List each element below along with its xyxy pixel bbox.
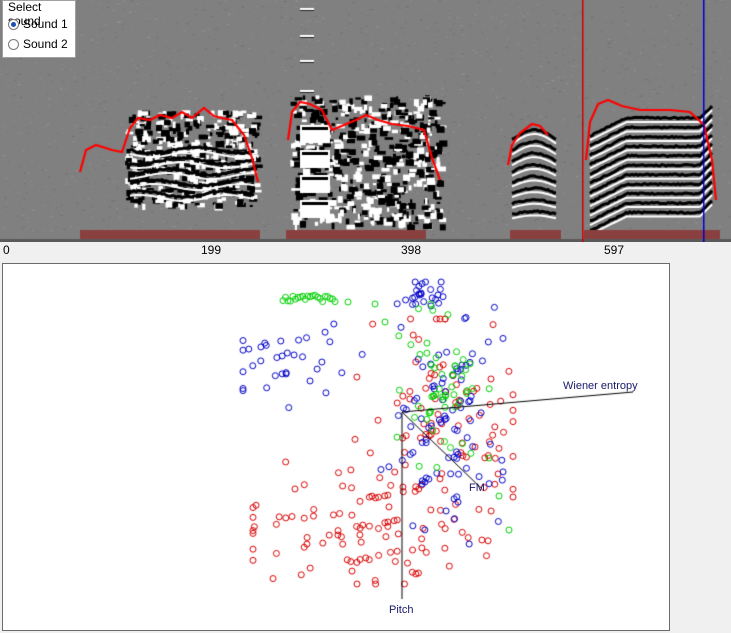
sound-selector: Select sound Sound 1 Sound 2: [2, 0, 76, 58]
feature-scatter-plot[interactable]: [3, 264, 669, 630]
pitch-axis-label: Pitch: [389, 604, 414, 616]
feature-scatter-panel[interactable]: Wiener entropy FM Pitch: [2, 263, 670, 631]
time-axis: 0 199 398 597: [0, 242, 731, 262]
spectrogram[interactable]: [0, 0, 731, 242]
sound-2-label: Sound 2: [23, 37, 68, 51]
sound-1-label: Sound 1: [23, 17, 68, 31]
time-tick: 199: [201, 243, 222, 257]
sound-selector-title: Select sound: [8, 0, 42, 28]
time-tick: 597: [604, 243, 625, 257]
fm-axis-label: FM: [469, 482, 485, 494]
sound-2-radio[interactable]: [8, 38, 19, 50]
sound-1-radio[interactable]: [8, 18, 19, 30]
sound-1-option[interactable]: Sound 1: [8, 16, 68, 32]
sound-2-option[interactable]: Sound 2: [8, 36, 68, 52]
time-tick: 398: [401, 243, 422, 257]
time-tick: 0: [3, 243, 10, 257]
wiener-entropy-axis-label: Wiener entropy: [563, 380, 638, 392]
